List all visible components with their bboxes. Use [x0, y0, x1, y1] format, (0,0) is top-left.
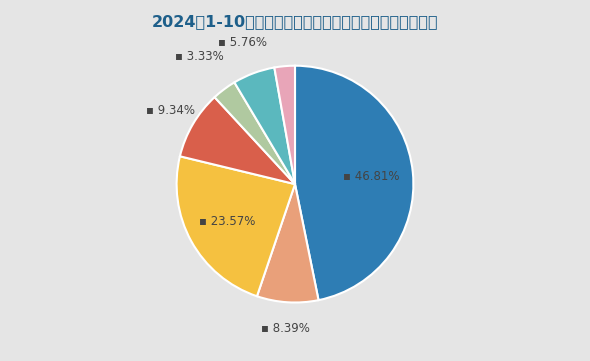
Wedge shape: [274, 66, 295, 184]
Text: ▪ 46.81%: ▪ 46.81%: [343, 170, 400, 183]
Wedge shape: [176, 156, 295, 296]
Wedge shape: [180, 97, 295, 184]
Wedge shape: [257, 184, 319, 303]
Text: ▪ 2.79%: ▪ 2.79%: [0, 360, 1, 361]
Text: ▪ 3.33%: ▪ 3.33%: [175, 49, 224, 62]
Text: ▪ 9.34%: ▪ 9.34%: [146, 104, 195, 117]
Text: 2024年1-10月我国分地区快递业务收入地区分布占比情况: 2024年1-10月我国分地区快递业务收入地区分布占比情况: [152, 14, 438, 30]
Wedge shape: [234, 68, 295, 184]
Text: ▪ 8.39%: ▪ 8.39%: [261, 322, 310, 335]
Text: ▪ 5.76%: ▪ 5.76%: [218, 36, 267, 49]
Wedge shape: [295, 66, 414, 300]
Wedge shape: [215, 82, 295, 184]
Text: ▪ 23.57%: ▪ 23.57%: [199, 215, 255, 228]
